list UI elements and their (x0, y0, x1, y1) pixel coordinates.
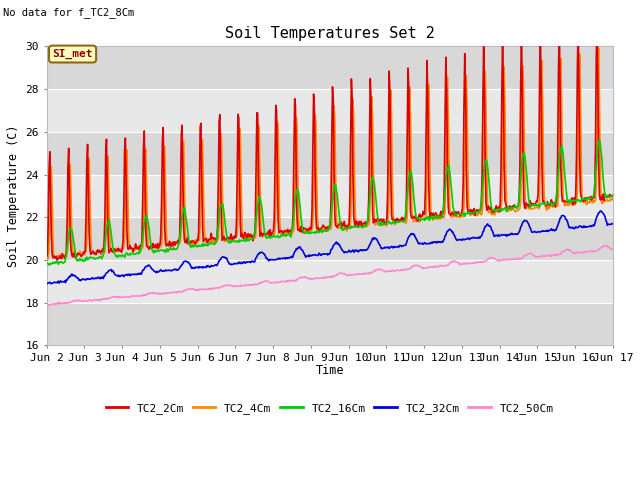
Title: Soil Temperatures Set 2: Soil Temperatures Set 2 (225, 26, 435, 41)
Text: SI_met: SI_met (52, 49, 93, 59)
Y-axis label: Soil Temperature (C): Soil Temperature (C) (7, 125, 20, 267)
Text: No data for f_TC2_8Cm: No data for f_TC2_8Cm (3, 7, 134, 18)
Bar (47, 132, 613, 175)
X-axis label: Time: Time (316, 364, 344, 377)
Bar (47, 217, 613, 260)
Bar (47, 303, 613, 346)
Bar (47, 89, 613, 132)
Bar (47, 175, 613, 217)
Legend: TC2_2Cm, TC2_4Cm, TC2_16Cm, TC2_32Cm, TC2_50Cm: TC2_2Cm, TC2_4Cm, TC2_16Cm, TC2_32Cm, TC… (102, 399, 558, 419)
Bar (47, 260, 613, 303)
Bar (47, 47, 613, 89)
